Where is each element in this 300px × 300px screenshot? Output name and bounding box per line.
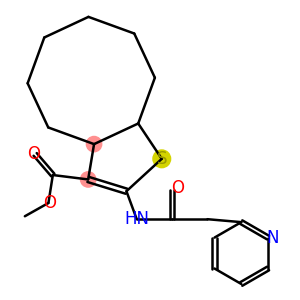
Text: O: O <box>172 179 184 197</box>
Text: O: O <box>44 194 56 212</box>
Text: HN: HN <box>124 210 149 228</box>
Text: O: O <box>27 146 40 164</box>
Text: N: N <box>266 229 279 247</box>
Circle shape <box>153 150 171 168</box>
Text: S: S <box>157 150 167 168</box>
Circle shape <box>86 136 102 152</box>
Circle shape <box>80 172 96 187</box>
